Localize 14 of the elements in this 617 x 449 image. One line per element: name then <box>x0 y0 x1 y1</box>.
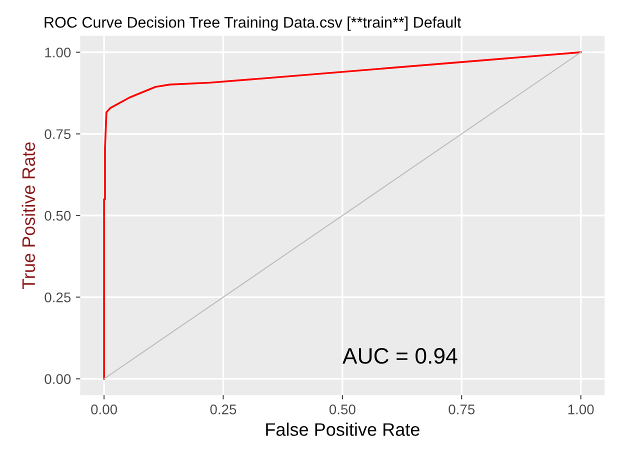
y-tick-label: 0.75 <box>44 129 71 140</box>
x-tick-label: 1.00 <box>568 404 594 414</box>
x-tick-label: 0.00 <box>91 404 118 414</box>
chart-title: ROC Curve Decision Tree Training Data.csv [**train**] Default <box>44 16 462 31</box>
y-tick-label: 0.00 <box>44 374 71 384</box>
x-tick-label: 0.50 <box>329 404 356 414</box>
y-axis-title: True Positive Rate <box>22 142 36 290</box>
y-tick-label: 1.00 <box>45 48 71 58</box>
annotation: AUC = 0.94 <box>342 348 458 364</box>
x-tick-label: 0.75 <box>448 404 475 414</box>
x-tick-label: 0.25 <box>210 404 236 414</box>
x-axis-title: False Positive Rate <box>266 422 420 436</box>
y-tick-label: 0.25 <box>44 292 71 302</box>
y-tick-label: 0.50 <box>44 210 71 221</box>
